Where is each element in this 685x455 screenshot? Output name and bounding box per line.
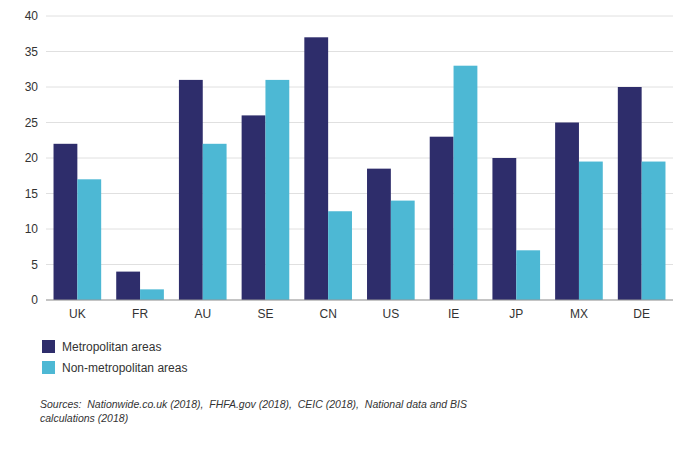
y-tick-label: 10 — [25, 222, 39, 236]
bar — [116, 272, 140, 300]
x-tick-label: DE — [633, 307, 650, 321]
y-tick-label: 0 — [31, 293, 38, 307]
bar — [328, 211, 352, 300]
legend-label: Metropolitan areas — [62, 340, 161, 354]
source-text: Sources: Nationwide.co.uk (2018), FHFA.g… — [40, 398, 467, 424]
x-tick-label: AU — [194, 307, 211, 321]
bar — [54, 144, 78, 300]
bar — [579, 162, 603, 300]
bar — [304, 37, 328, 300]
source-line: calculations (2018) — [40, 412, 128, 424]
bars — [54, 37, 666, 300]
x-axis: UK FR AU SE CN US IE JP MX DE — [69, 307, 650, 321]
x-axis-line — [46, 300, 673, 301]
bar — [77, 179, 101, 300]
chart-svg: 0 5 10 15 20 25 30 35 40 UK FR AU SE CN US IE JP MX DE Metr… — [0, 0, 685, 455]
chart-container: 0 5 10 15 20 25 30 35 40 UK FR AU SE CN US IE JP MX DE Metr… — [0, 0, 685, 455]
grid-line — [46, 51, 673, 52]
bar — [430, 137, 454, 300]
y-tick-label: 15 — [25, 187, 39, 201]
bar — [265, 80, 289, 300]
bar — [179, 80, 203, 300]
x-tick-label: CN — [319, 307, 336, 321]
bar — [516, 250, 540, 300]
bar — [203, 144, 227, 300]
y-tick-label: 25 — [25, 116, 39, 130]
bar — [642, 162, 666, 300]
x-tick-label: MX — [570, 307, 588, 321]
y-tick-label: 30 — [25, 80, 39, 94]
bar — [140, 289, 164, 300]
legend-label: Non-metropolitan areas — [62, 361, 187, 375]
x-tick-label: IE — [448, 307, 459, 321]
y-axis: 0 5 10 15 20 25 30 35 40 — [25, 9, 39, 307]
x-tick-label: US — [383, 307, 400, 321]
x-tick-label: SE — [257, 307, 273, 321]
bar — [492, 158, 516, 300]
legend-swatch — [42, 361, 55, 374]
bar — [555, 123, 579, 301]
grid — [46, 16, 673, 300]
bar — [242, 115, 266, 300]
grid-line — [46, 87, 673, 88]
x-tick-label: UK — [69, 307, 86, 321]
y-tick-label: 35 — [25, 45, 39, 59]
bar — [618, 87, 642, 300]
grid-line — [46, 300, 673, 301]
source-line: Sources: Nationwide.co.uk (2018), FHFA.g… — [40, 398, 467, 410]
bar — [391, 201, 415, 300]
x-tick-label: FR — [132, 307, 148, 321]
y-tick-label: 5 — [31, 258, 38, 272]
grid-line — [46, 16, 673, 17]
legend-swatch — [42, 340, 55, 353]
y-tick-label: 20 — [25, 151, 39, 165]
legend: Metropolitan areas Non-metropolitan areas — [42, 340, 187, 375]
y-tick-label: 40 — [25, 9, 39, 23]
bar — [367, 169, 391, 300]
x-tick-label: JP — [509, 307, 523, 321]
bar — [454, 66, 478, 300]
